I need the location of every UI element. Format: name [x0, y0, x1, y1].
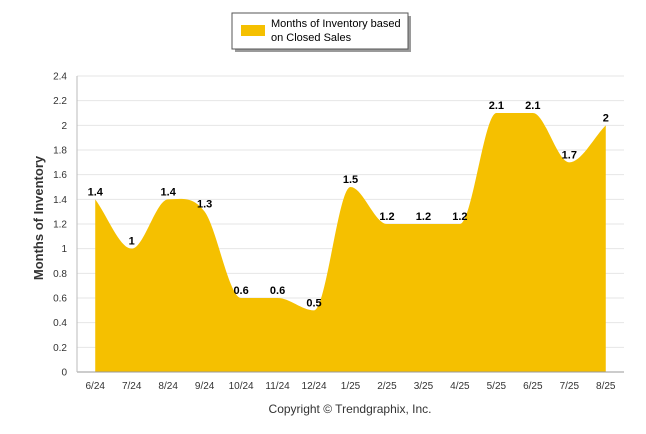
x-tick-label: 9/24 — [195, 381, 215, 392]
y-tick-label: 0 — [61, 368, 67, 379]
y-tick-label: 0.6 — [53, 294, 67, 305]
data-label: 1.4 — [88, 186, 104, 198]
data-label: 2 — [603, 112, 609, 124]
data-label: 1.2 — [416, 211, 431, 223]
y-tick-label: 2.2 — [53, 96, 67, 107]
x-tick-label: 7/24 — [122, 381, 142, 392]
data-label: 0.5 — [306, 297, 321, 309]
y-tick-label: 1.4 — [53, 195, 67, 206]
copyright-text: Copyright © Trendgraphix, Inc. — [269, 402, 432, 416]
data-label: 1.5 — [343, 174, 358, 186]
x-tick-label: 4/25 — [450, 381, 470, 392]
legend: Months of Inventory based on Closed Sale… — [231, 12, 411, 52]
x-tick-label: 6/24 — [85, 381, 105, 392]
y-tick-label: 1.2 — [53, 220, 67, 231]
x-tick-label: 11/24 — [265, 381, 290, 392]
area-fill — [95, 113, 606, 372]
legend-swatch — [241, 25, 265, 36]
legend-label-line-1: Months of Inventory based — [271, 18, 401, 30]
y-tick-label: 0.2 — [53, 343, 67, 354]
x-tick-label: 10/24 — [229, 381, 254, 392]
x-tick-label: 8/25 — [596, 381, 616, 392]
data-label: 1 — [129, 236, 135, 248]
data-label: 1.3 — [197, 199, 212, 211]
data-label: 1.2 — [452, 211, 467, 223]
x-tick-label: 7/25 — [560, 381, 580, 392]
data-label: 1.4 — [161, 186, 177, 198]
y-tick-label: 2 — [61, 121, 67, 132]
data-label: 1.7 — [562, 149, 577, 161]
y-tick-label: 1 — [61, 244, 67, 255]
data-label: 2.1 — [489, 100, 504, 112]
data-label: 1.2 — [379, 211, 394, 223]
x-tick-label: 8/24 — [158, 381, 178, 392]
axes — [76, 76, 624, 373]
y-tick-label: 2.4 — [53, 72, 67, 83]
legend-label-line-2: on Closed Sales — [271, 32, 352, 44]
y-tick-label: 0.4 — [53, 318, 67, 329]
x-tick-label: 2/25 — [377, 381, 397, 392]
y-tick-labels: 0 0.2 0.4 0.6 0.8 1 1.2 1.4 1.6 1.8 2 2.2 2.4 — [53, 72, 67, 379]
y-tick-label: 1.6 — [53, 170, 67, 181]
x-tick-label: 1/25 — [341, 381, 361, 392]
data-labels: 1.4 1 1.4 1.3 0.6 0.6 0.5 1.5 1.2 1.2 1.2 2.1 2.1 1.7… — [88, 100, 609, 309]
data-label: 0.6 — [270, 285, 285, 297]
y-tick-label: 1.8 — [53, 146, 67, 157]
data-label: 0.6 — [233, 285, 248, 297]
y-axis-label: Months of Inventory — [31, 155, 46, 280]
data-label: 2.1 — [525, 100, 540, 112]
y-tick-label: 0.8 — [53, 269, 67, 280]
area-series — [95, 112, 606, 372]
x-tick-label: 12/24 — [302, 381, 327, 392]
x-tick-label: 5/25 — [487, 381, 507, 392]
x-tick-label: 6/25 — [523, 381, 543, 392]
x-tick-labels: 6/24 7/24 8/24 9/24 10/24 11/24 12/24 1/25 2/25 3… — [85, 381, 615, 392]
x-tick-label: 3/25 — [414, 381, 434, 392]
